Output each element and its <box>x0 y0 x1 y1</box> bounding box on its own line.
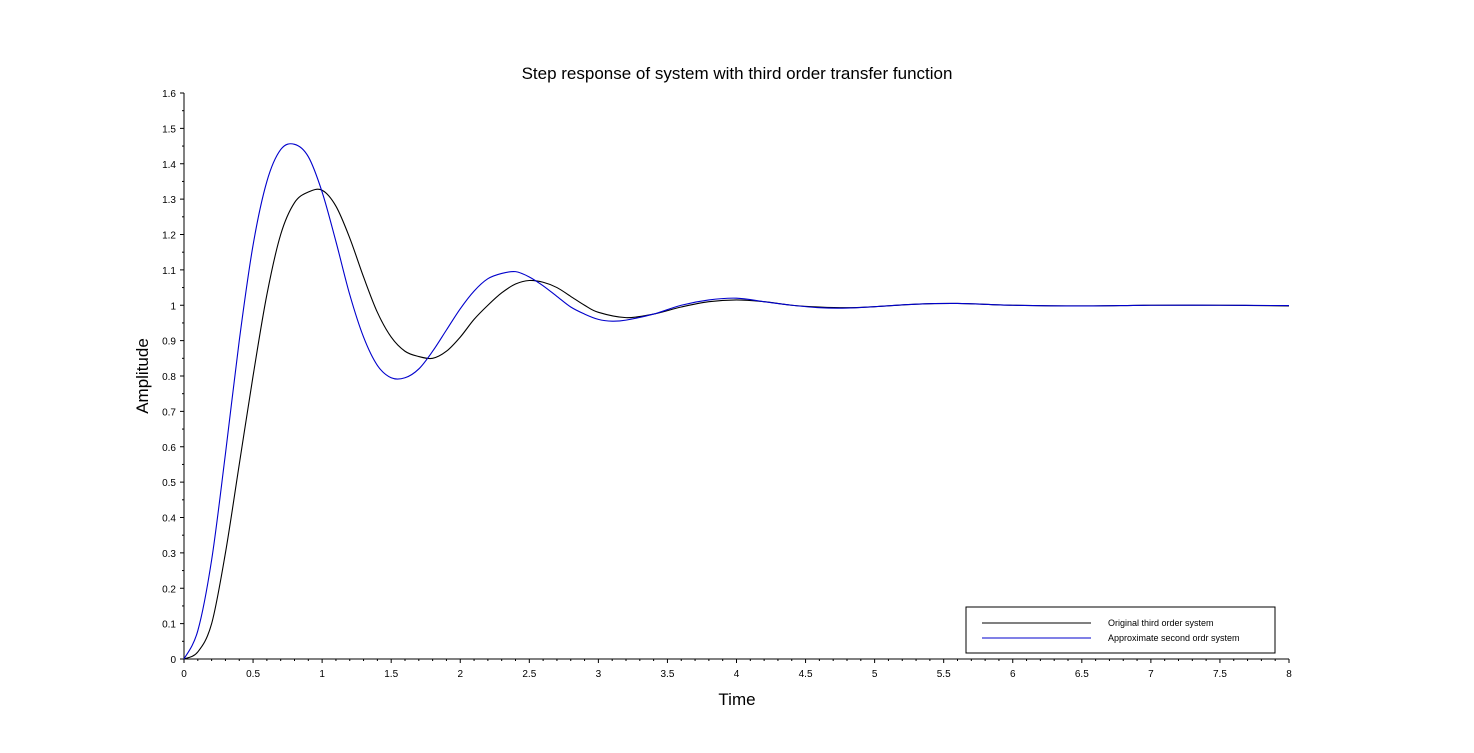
y-tick-label: 0.1 <box>162 620 176 631</box>
series-line-0 <box>184 189 1289 659</box>
y-tick-label: 1.5 <box>162 124 176 135</box>
x-tick-label: 2.5 <box>522 669 536 680</box>
series-layer <box>184 144 1289 659</box>
y-tick-label: 0.8 <box>162 372 176 383</box>
legend-box <box>966 607 1275 653</box>
x-tick-label: 4.5 <box>799 669 813 680</box>
legend-label-approximate: Approximate second ordr system <box>1108 633 1240 643</box>
x-tick-label: 0.5 <box>246 669 260 680</box>
x-tick-label: 5.5 <box>937 669 951 680</box>
legend: Original third order system Approximate … <box>966 607 1275 653</box>
y-tick-label: 0.4 <box>162 514 176 525</box>
x-tick-label: 7.5 <box>1213 669 1227 680</box>
y-tick-label: 1.4 <box>162 160 176 171</box>
y-tick-label: 1.3 <box>162 195 176 206</box>
y-tick-label: 0.6 <box>162 443 176 454</box>
chart-title: Step response of system with third order… <box>522 64 953 83</box>
x-tick-label: 7 <box>1148 669 1154 680</box>
y-tick-label: 1.6 <box>162 89 176 100</box>
x-tick-label: 4 <box>734 669 740 680</box>
x-axis-ticks: 0 0.5 1 1.5 2 2.5 3 3.5 4 4.5 5 5.5 6 6.5 7 7.5 8 <box>181 659 1292 680</box>
y-tick-label: 1.2 <box>162 231 176 242</box>
x-tick-label: 5 <box>872 669 878 680</box>
x-tick-label: 3.5 <box>660 669 674 680</box>
x-tick-label: 2 <box>457 669 463 680</box>
y-tick-label: 0.2 <box>162 584 176 595</box>
x-tick-label: 8 <box>1286 669 1292 680</box>
axes <box>184 93 1289 659</box>
y-tick-label: 1.1 <box>162 266 176 277</box>
y-axis-ticks: 0 0.1 0.2 0.3 0.4 0.5 0.6 0.7 0.8 0.9 1 1.1 1.2 1.3 1.… <box>162 89 184 666</box>
y-tick-label: 0 <box>170 655 176 666</box>
y-tick-label: 0.7 <box>162 407 176 418</box>
x-tick-label: 1.5 <box>384 669 398 680</box>
x-tick-label: 1 <box>319 669 325 680</box>
y-tick-label: 0.5 <box>162 478 176 489</box>
series-line-1 <box>184 144 1289 659</box>
x-axis-label: Time <box>718 690 755 709</box>
y-axis-label: Amplitude <box>133 338 152 414</box>
x-tick-label: 6 <box>1010 669 1016 680</box>
x-tick-label: 0 <box>181 669 187 680</box>
y-tick-label: 1 <box>170 301 176 312</box>
y-tick-label: 0.3 <box>162 549 176 560</box>
y-tick-label: 0.9 <box>162 337 176 348</box>
x-tick-label: 6.5 <box>1075 669 1089 680</box>
legend-label-original: Original third order system <box>1108 618 1214 628</box>
x-tick-label: 3 <box>596 669 602 680</box>
